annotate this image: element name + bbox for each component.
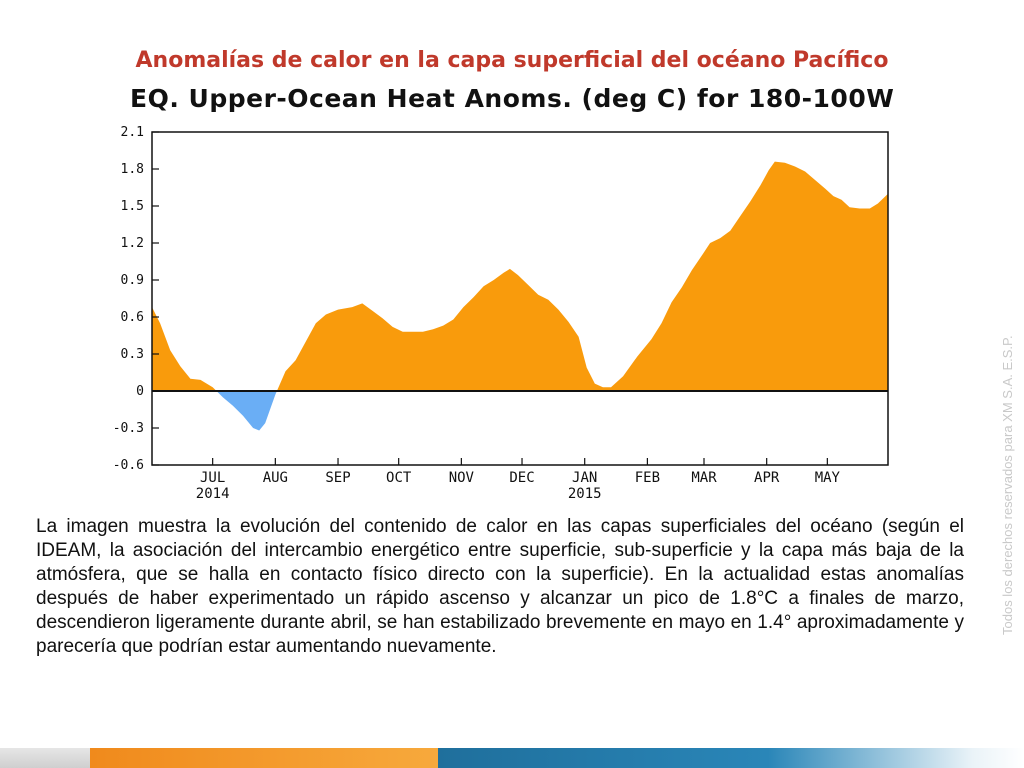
copyright-watermark: Todos los derechos reservados para XM S.…	[1000, 335, 1015, 635]
x-tick-label-nov: NOV	[449, 470, 475, 486]
footer-band-orange	[90, 748, 438, 768]
x-tick-label-jan: JAN	[572, 470, 597, 486]
y-tick-label-8: -0.3	[113, 421, 144, 436]
x-tick-label-sep: SEP	[325, 470, 350, 486]
plot-frame	[151, 131, 889, 466]
y-tick-label-5: 0.6	[121, 310, 144, 325]
y-tick-label-1: 1.8	[121, 162, 144, 177]
footer-band	[0, 748, 1024, 768]
y-tick-label-4: 0.9	[121, 273, 144, 288]
y-tick-label-2: 1.5	[121, 199, 144, 214]
y-tick-label-7: 0	[136, 384, 144, 399]
x-tick-label-may: MAY	[815, 470, 841, 486]
chart-title: EQ. Upper-Ocean Heat Anoms. (deg C) for …	[130, 84, 895, 113]
y-tick-label-9: -0.6	[113, 458, 144, 473]
x-tick-label-jul: JUL	[200, 470, 225, 486]
y-tick-label-0: 2.1	[121, 125, 144, 140]
x-tick-label-aug: AUG	[263, 470, 288, 486]
slide-caption: La imagen muestra la evolución del conte…	[36, 516, 964, 657]
x-tick-label-dec: DEC	[509, 470, 534, 486]
positive-anomaly-area-1	[276, 161, 888, 391]
x-tick-label-apr: APR	[754, 470, 780, 486]
x-tick-year-2014: 2014	[196, 486, 230, 502]
y-tick-label-6: 0.3	[121, 347, 144, 362]
footer-band-blue	[438, 748, 768, 768]
x-tick-label-mar: MAR	[691, 470, 717, 486]
x-tick-year-2015: 2015	[568, 486, 602, 502]
slide-title: Anomalías de calor en la capa superficia…	[135, 48, 889, 72]
x-tick-label-oct: OCT	[386, 470, 412, 486]
negative-anomaly-area-0	[216, 391, 277, 431]
footer-band-gray	[0, 748, 90, 768]
footer-band-fade	[768, 748, 1024, 768]
x-tick-label-feb: FEB	[635, 470, 660, 486]
positive-anomaly-area-0	[152, 307, 217, 391]
y-tick-label-3: 1.2	[121, 236, 144, 251]
